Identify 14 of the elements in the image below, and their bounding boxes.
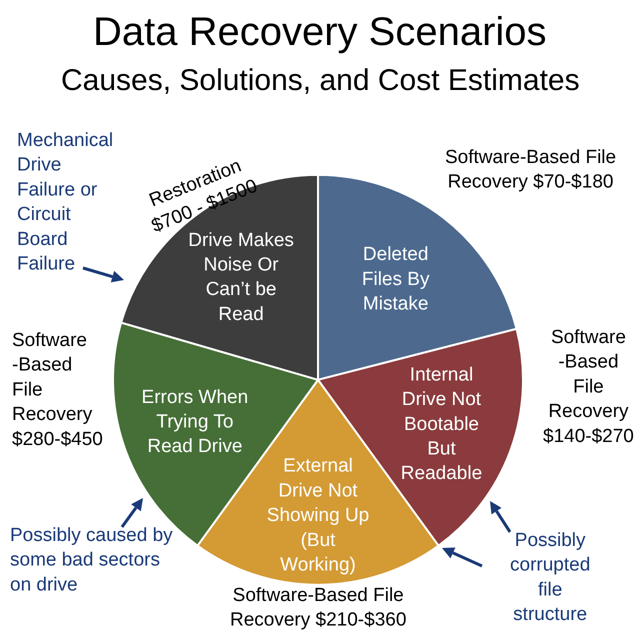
text: Software-Based File Recovery $210-$360: [230, 585, 406, 631]
slice-label: Internal Drive Not Bootable But Readable: [400, 364, 482, 484]
chart-title: Data Recovery Scenarios: [93, 10, 547, 54]
slice-label: Deleted Files By Mistake: [362, 244, 430, 315]
slice-label: External Drive Not Showing Up (But Working): [266, 456, 370, 576]
text: Software-Based File Recovery $140-$270: [543, 327, 634, 447]
text: Software-Based File Recovery $70-$180: [445, 147, 616, 193]
text: Possibly corrupted file structure: [510, 530, 590, 626]
slice-label: Errors When Trying To Read Drive: [142, 386, 248, 458]
text: Mechanical Drive Failure or Circuit Board Failure: [17, 130, 114, 274]
text: Software-Based File Recovery $280-$450: [12, 330, 103, 450]
slice-label: Drive Makes Noise Or Can’t be Read: [188, 230, 294, 325]
text: Possibly caused by some bad sectors on drive: [10, 525, 174, 596]
chart-subtitle: Causes, Solutions, and Cost Estimates: [61, 64, 580, 97]
